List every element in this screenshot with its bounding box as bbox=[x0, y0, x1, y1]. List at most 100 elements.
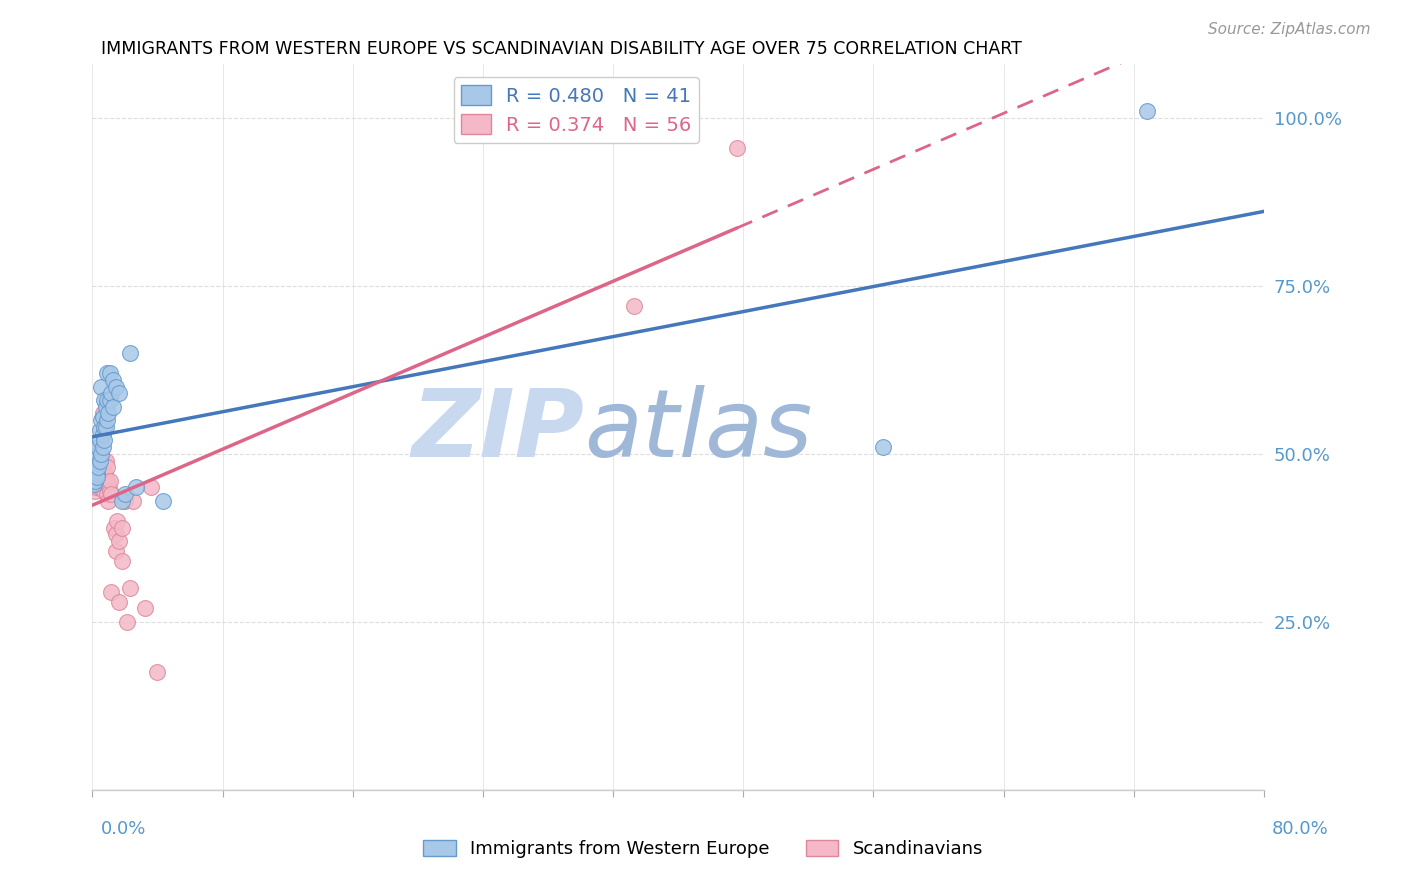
Text: 80.0%: 80.0% bbox=[1272, 820, 1329, 838]
Point bbox=[134, 601, 156, 615]
Point bbox=[83, 464, 105, 478]
Point bbox=[94, 400, 117, 414]
Point bbox=[725, 141, 748, 155]
Point bbox=[89, 480, 111, 494]
Point bbox=[94, 420, 117, 434]
Point bbox=[101, 373, 124, 387]
Point bbox=[1136, 104, 1159, 119]
Point bbox=[146, 665, 169, 680]
Point bbox=[139, 480, 162, 494]
Point bbox=[86, 474, 108, 488]
Point bbox=[97, 407, 120, 421]
Point bbox=[90, 447, 112, 461]
Point bbox=[83, 453, 105, 467]
Point bbox=[91, 407, 114, 421]
Point bbox=[90, 453, 112, 467]
Point bbox=[86, 480, 108, 494]
Point bbox=[83, 474, 105, 488]
Point bbox=[93, 434, 115, 448]
Point bbox=[93, 464, 115, 478]
Point bbox=[94, 470, 117, 484]
Point bbox=[89, 453, 111, 467]
Point bbox=[97, 477, 120, 491]
Point bbox=[100, 386, 122, 401]
Legend: R = 0.480   N = 41, R = 0.374   N = 56: R = 0.480 N = 41, R = 0.374 N = 56 bbox=[454, 78, 699, 143]
Point bbox=[90, 413, 112, 427]
Point bbox=[86, 460, 108, 475]
Point bbox=[87, 457, 110, 471]
Point bbox=[107, 594, 129, 608]
Point bbox=[100, 584, 122, 599]
Point bbox=[87, 470, 110, 484]
Point bbox=[84, 453, 107, 467]
Point bbox=[122, 493, 145, 508]
Point bbox=[104, 527, 127, 541]
Point bbox=[98, 474, 121, 488]
Text: IMMIGRANTS FROM WESTERN EUROPE VS SCANDINAVIAN DISABILITY AGE OVER 75 CORRELATIO: IMMIGRANTS FROM WESTERN EUROPE VS SCANDI… bbox=[101, 40, 1022, 58]
Point bbox=[93, 392, 115, 407]
Point bbox=[120, 581, 142, 595]
Point bbox=[90, 467, 112, 481]
Point bbox=[84, 470, 107, 484]
Point bbox=[91, 453, 114, 467]
Point bbox=[83, 467, 105, 481]
Point bbox=[93, 483, 115, 498]
Legend: Immigrants from Western Europe, Scandinavians: Immigrants from Western Europe, Scandina… bbox=[416, 832, 990, 865]
Point bbox=[96, 487, 118, 501]
Point bbox=[117, 615, 139, 629]
Point bbox=[97, 493, 120, 508]
Point bbox=[623, 299, 645, 313]
Point bbox=[100, 487, 122, 501]
Point bbox=[114, 493, 136, 508]
Point bbox=[101, 400, 124, 414]
Point bbox=[125, 480, 148, 494]
Point bbox=[96, 474, 118, 488]
Text: 0.0%: 0.0% bbox=[101, 820, 146, 838]
Point bbox=[104, 379, 127, 393]
Point bbox=[87, 440, 110, 454]
Point bbox=[872, 440, 894, 454]
Point bbox=[83, 480, 105, 494]
Point bbox=[93, 420, 115, 434]
Point bbox=[96, 413, 118, 427]
Point bbox=[111, 554, 134, 568]
Point bbox=[98, 483, 121, 498]
Point bbox=[90, 379, 112, 393]
Point bbox=[96, 460, 118, 475]
Point bbox=[107, 534, 129, 549]
Point bbox=[105, 514, 128, 528]
Point bbox=[84, 483, 107, 498]
Point bbox=[104, 544, 127, 558]
Point bbox=[90, 477, 112, 491]
Point bbox=[94, 453, 117, 467]
Point bbox=[89, 423, 111, 437]
Point bbox=[86, 470, 108, 484]
Point bbox=[87, 440, 110, 454]
Point bbox=[91, 409, 114, 424]
Point bbox=[91, 426, 114, 441]
Point bbox=[89, 434, 111, 448]
Point bbox=[87, 460, 110, 475]
Point bbox=[98, 366, 121, 380]
Point bbox=[103, 521, 125, 535]
Point bbox=[91, 440, 114, 454]
Point bbox=[83, 477, 105, 491]
Point bbox=[84, 474, 107, 488]
Point bbox=[96, 366, 118, 380]
Point bbox=[86, 467, 108, 481]
Point bbox=[120, 346, 142, 360]
Point bbox=[84, 477, 107, 491]
Point bbox=[96, 392, 118, 407]
Point bbox=[89, 474, 111, 488]
Point bbox=[87, 447, 110, 461]
Point bbox=[87, 477, 110, 491]
Point bbox=[89, 460, 111, 475]
Point bbox=[86, 447, 108, 461]
Point bbox=[84, 464, 107, 478]
Point bbox=[107, 386, 129, 401]
Point bbox=[111, 493, 134, 508]
Point bbox=[98, 392, 121, 407]
Text: Source: ZipAtlas.com: Source: ZipAtlas.com bbox=[1208, 22, 1371, 37]
Point bbox=[152, 493, 174, 508]
Text: atlas: atlas bbox=[585, 385, 813, 476]
